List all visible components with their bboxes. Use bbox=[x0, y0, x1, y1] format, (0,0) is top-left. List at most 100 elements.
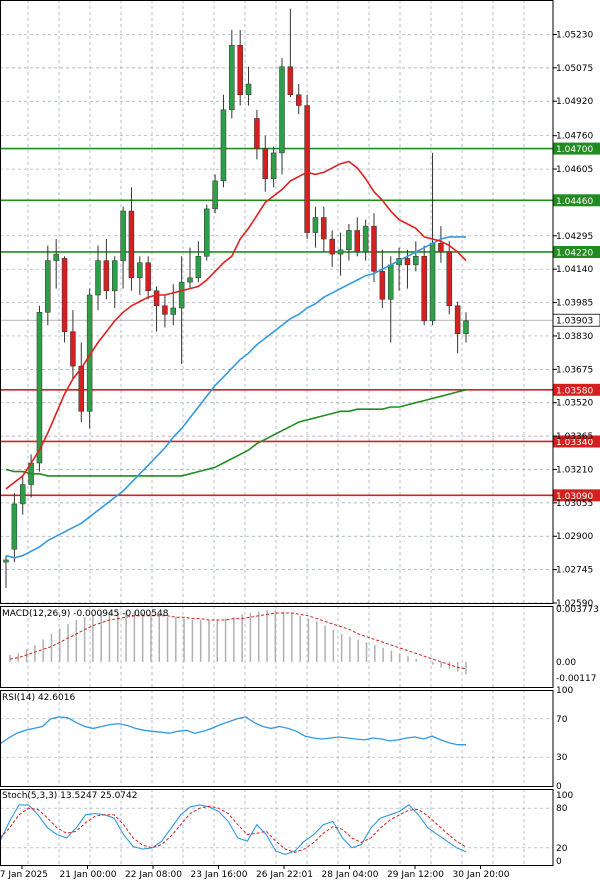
level-price-label: 1.03340 bbox=[556, 438, 593, 448]
macd-label: MACD(12,26,9) -0.000945 -0.000548 bbox=[2, 609, 169, 619]
time-axis: 17 Jan 2025 21 Jan 00:00 22 Jan 08:00 23 Ja… bbox=[0, 865, 510, 880]
price-tick-label: 1.02745 bbox=[556, 566, 593, 576]
bullish-candle bbox=[137, 262, 143, 279]
fast-moving-average bbox=[5, 160, 467, 490]
price-axis: 1.05230 1.05075 1.04920 1.04760 1.04605 1.042… bbox=[553, 30, 593, 609]
bullish-candle bbox=[111, 260, 118, 291]
current-price-label: 1.03903 bbox=[556, 317, 593, 327]
bearish-candle bbox=[354, 230, 361, 253]
bullish-candle bbox=[212, 180, 218, 210]
panel-frames bbox=[0, 0, 554, 866]
horizontal-levels: 1.04700 1.04460 1.04220 1.03580 1.03340 1.030… bbox=[0, 142, 600, 502]
stoch-label: Stoch(5,3,3) 13.5247 25.0742 bbox=[2, 791, 138, 801]
stoch-tick-label: 0 bbox=[556, 857, 562, 867]
stoch-panel-grid bbox=[0, 789, 553, 865]
bullish-candle bbox=[203, 208, 210, 257]
bullish-candle bbox=[463, 320, 469, 335]
bullish-candle bbox=[36, 312, 43, 464]
stoch-series bbox=[0, 804, 467, 855]
price-tick-label: 1.04140 bbox=[556, 265, 593, 275]
price-panel-frame bbox=[0, 0, 554, 604]
bearish-candle bbox=[438, 243, 444, 253]
level-price-label: 1.04700 bbox=[556, 145, 593, 155]
macd-signal-line bbox=[9, 612, 467, 670]
bearish-candle bbox=[254, 118, 260, 149]
price-tick-label: 1.03520 bbox=[556, 399, 593, 409]
bullish-candle bbox=[178, 281, 185, 309]
bullish-candle bbox=[19, 484, 26, 505]
bullish-candle bbox=[195, 256, 202, 279]
macd-tick-label: 0.00 bbox=[556, 658, 576, 668]
price-tick-label: 1.04295 bbox=[556, 232, 593, 242]
level-price-label: 1.03090 bbox=[556, 492, 593, 502]
bearish-candle bbox=[70, 331, 76, 367]
bearish-candle bbox=[446, 251, 453, 307]
price-tick-label: 1.03985 bbox=[556, 299, 593, 309]
time-tick-label: 23 Jan 16:00 bbox=[191, 870, 248, 880]
bearish-candle bbox=[379, 271, 386, 300]
level-price-tag bbox=[553, 142, 600, 155]
bearish-candle bbox=[421, 256, 427, 322]
price-tick-label: 1.03365 bbox=[556, 432, 593, 442]
price-tick-label: 1.04605 bbox=[556, 165, 593, 175]
stoch-main-line bbox=[0, 804, 467, 855]
time-tick-label: 26 Jan 22:01 bbox=[256, 870, 313, 880]
rsi-line bbox=[0, 716, 466, 746]
slow-moving-average bbox=[5, 389, 467, 477]
stoch-axis: 100 80 20 0 bbox=[556, 791, 573, 867]
bearish-candle bbox=[145, 262, 151, 291]
bullish-candle bbox=[429, 243, 436, 322]
price-candles bbox=[3, 8, 469, 588]
bullish-candle bbox=[53, 253, 59, 261]
bullish-candle bbox=[229, 44, 235, 111]
level-price-label: 1.03580 bbox=[556, 386, 593, 396]
bearish-candle bbox=[128, 210, 135, 279]
bearish-candle bbox=[404, 258, 411, 266]
bullish-candle bbox=[362, 225, 369, 253]
bearish-candle bbox=[295, 94, 302, 106]
bearish-candle bbox=[237, 44, 243, 96]
bullish-candle bbox=[220, 109, 227, 182]
macd-tick-label: -0.00117 bbox=[556, 674, 596, 684]
stoch-tick-label: 20 bbox=[556, 844, 568, 854]
stoch-panel-frame bbox=[0, 789, 554, 866]
time-tick-label: 29 Jan 12:00 bbox=[387, 870, 444, 880]
bearish-candle bbox=[78, 365, 85, 412]
bullish-candle bbox=[387, 264, 394, 300]
rsi-axis: 100 70 30 0 bbox=[556, 686, 573, 792]
bearish-candle bbox=[153, 290, 160, 307]
time-tick-label: 30 Jan 20:00 bbox=[453, 870, 510, 880]
bullish-candle bbox=[245, 83, 252, 96]
rsi-tick-label: 100 bbox=[556, 686, 573, 696]
bearish-candle bbox=[162, 305, 168, 315]
bullish-candle bbox=[413, 256, 419, 266]
price-tick-label: 1.03830 bbox=[556, 332, 593, 342]
time-tick-label: 22 Jan 08:00 bbox=[125, 870, 182, 880]
price-panel-grid bbox=[0, 0, 553, 604]
rsi-panel-grid bbox=[0, 690, 553, 786]
bullish-candle bbox=[95, 260, 101, 296]
price-tick-label: 1.04760 bbox=[556, 132, 593, 142]
moving-averages bbox=[5, 160, 467, 559]
price-tick-label: 1.05230 bbox=[556, 30, 593, 40]
price-tick-label: 1.03210 bbox=[556, 465, 593, 475]
bullish-candle bbox=[3, 559, 9, 563]
bullish-candle bbox=[45, 260, 51, 313]
level-price-tag bbox=[553, 194, 600, 207]
price-tick-label: 1.03675 bbox=[556, 365, 593, 375]
price-tick-label: 1.04920 bbox=[556, 97, 593, 107]
macd-panel-frame bbox=[0, 606, 554, 688]
mid-moving-average bbox=[5, 236, 466, 559]
level-price-tag bbox=[553, 489, 600, 502]
time-tick-label: 28 Jan 04:00 bbox=[322, 870, 379, 880]
bearish-candle bbox=[329, 238, 335, 255]
bullish-candle bbox=[11, 503, 18, 550]
level-price-tag bbox=[553, 383, 600, 396]
bearish-candle bbox=[371, 225, 377, 272]
rsi-tick-label: 0 bbox=[556, 782, 562, 792]
bullish-candle bbox=[120, 210, 126, 261]
macd-axis: 0.003773 0.00 -0.00117 bbox=[556, 605, 599, 684]
rsi-tick-label: 30 bbox=[556, 753, 568, 763]
level-price-tag bbox=[553, 435, 600, 448]
